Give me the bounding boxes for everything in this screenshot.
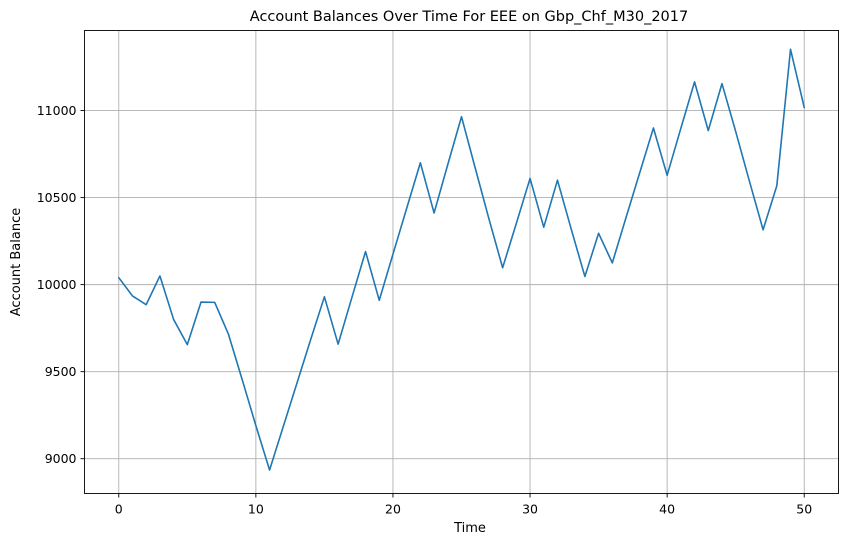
x-tick-label: 10 [248, 502, 264, 517]
y-tick-label: 9000 [45, 451, 77, 466]
y-axis-label: Account Balance [9, 208, 24, 316]
y-axis: 9000 9500 10000 10500 11000 [37, 103, 85, 466]
series-layer [117, 48, 806, 471]
x-axis-label: Time [453, 521, 486, 536]
series-line-0 [117, 48, 806, 471]
x-tick-label: 20 [385, 502, 401, 517]
x-tick-label: 50 [796, 502, 812, 517]
plot-frame [84, 30, 839, 494]
y-tick-label: 9500 [45, 364, 77, 379]
x-axis: 0 10 20 30 40 50 [115, 493, 812, 517]
y-tick-label: 10000 [37, 277, 77, 292]
x-tick-label: 0 [115, 502, 123, 517]
y-tick-label: 10500 [37, 190, 77, 205]
chart-title: Account Balances Over Time For EEE on Gb… [250, 9, 688, 25]
y-tick-label: 11000 [37, 103, 77, 118]
x-tick-label: 30 [522, 502, 538, 517]
x-tick-label: 40 [659, 502, 675, 517]
